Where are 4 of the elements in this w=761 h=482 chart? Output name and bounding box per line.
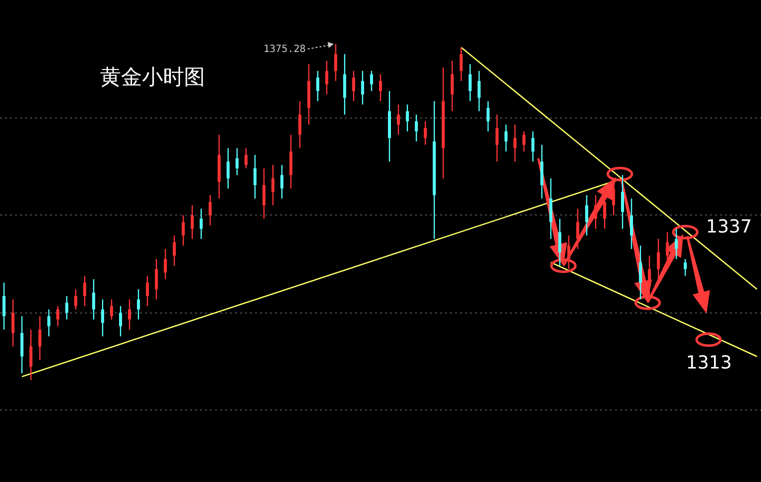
annotation: 1375.28	[264, 44, 306, 55]
annotation: 1337	[706, 216, 752, 238]
annotation: 1313	[686, 352, 732, 374]
title: 黄金小时图	[100, 65, 205, 89]
